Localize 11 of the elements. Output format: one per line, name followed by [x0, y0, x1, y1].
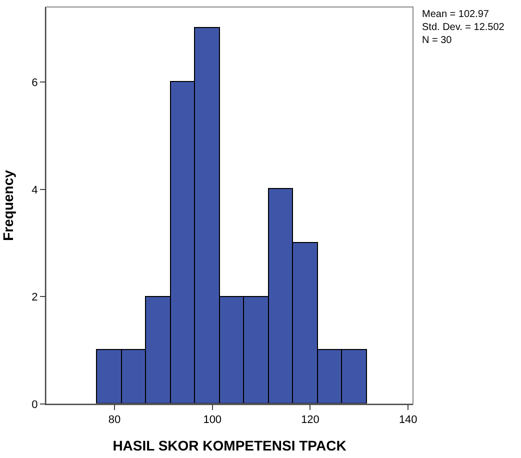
y-tick-label: 4 [32, 184, 38, 196]
y-axis-title: Frequency [0, 170, 16, 241]
y-tick-label: 2 [32, 292, 38, 304]
y-tick-label: 6 [32, 76, 38, 89]
x-tick-label: 100 [203, 414, 222, 426]
y-tick-label: 0 [32, 398, 38, 411]
text: Mean = 102.97 Std. Dev. = 12.502 N = 30 [422, 9, 505, 46]
x-tick-label: 120 [301, 414, 320, 426]
x-tick-label: 80 [108, 414, 121, 426]
x-tick-label: 140 [398, 414, 418, 426]
x-axis-title: HASIL SKOR KOMPETENSI TPACK [112, 438, 346, 454]
